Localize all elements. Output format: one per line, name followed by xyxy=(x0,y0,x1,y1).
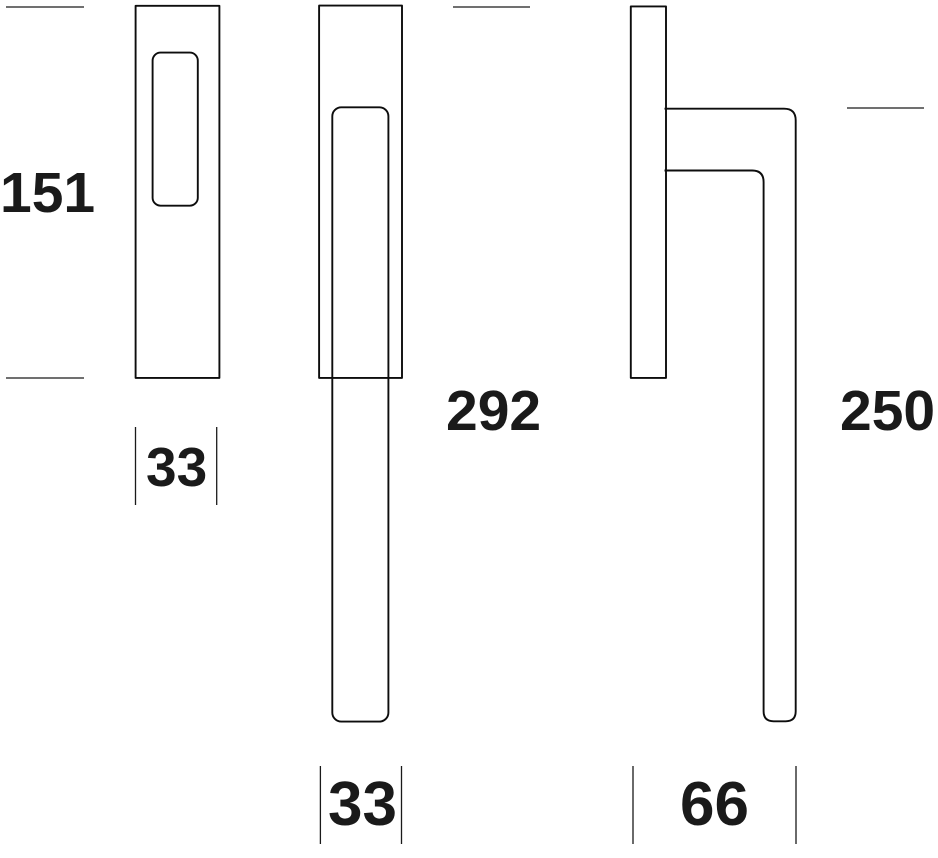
svg-text:151: 151 xyxy=(0,161,95,225)
svg-text:250: 250 xyxy=(840,379,935,443)
svg-text:292: 292 xyxy=(446,379,541,443)
svg-text:33: 33 xyxy=(328,770,397,839)
svg-text:66: 66 xyxy=(680,770,749,839)
svg-text:33: 33 xyxy=(146,436,207,498)
